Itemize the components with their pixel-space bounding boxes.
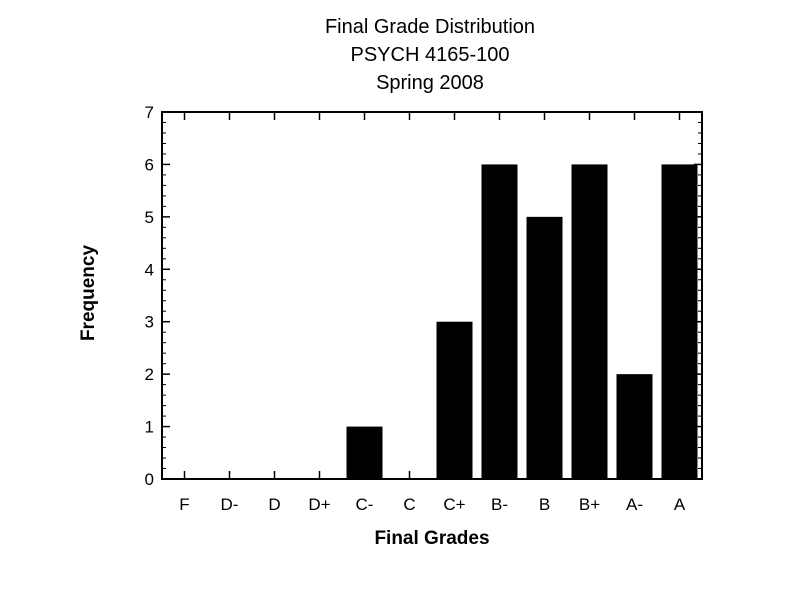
chart-title-line-2: PSYCH 4165-100 [350, 44, 510, 66]
y-tick-label: 0 [145, 470, 154, 489]
bar-cplus [436, 321, 473, 479]
y-tick-label: 6 [145, 155, 154, 174]
x-tick-label: C [403, 495, 415, 514]
bar-aminus [616, 374, 653, 479]
x-tick-label: D+ [308, 495, 330, 514]
bar-b [526, 216, 563, 479]
chart-title-line-3: Spring 2008 [376, 72, 484, 94]
y-tick-label: 4 [145, 260, 154, 279]
y-tick-label: 7 [145, 103, 154, 122]
plot-frame [161, 111, 703, 480]
x-tick-label: B+ [579, 495, 600, 514]
x-tick-label: C+ [443, 495, 465, 514]
bar-bminus [481, 164, 518, 479]
bar-bplus [571, 164, 608, 479]
x-tick-label: D [268, 495, 280, 514]
y-tick-label: 2 [145, 365, 154, 384]
y-tick-label: 1 [145, 418, 154, 437]
y-tick-label: 5 [145, 208, 154, 227]
bar-cminus [346, 426, 383, 479]
x-tick-label: B [539, 495, 550, 514]
bar-a [661, 164, 698, 479]
x-tick-label: B- [491, 495, 508, 514]
x-tick-label: A- [626, 495, 643, 514]
x-tick-label: A [674, 495, 686, 514]
x-axis-label: Final Grades [374, 528, 490, 549]
chart-title-line-1: Final Grade Distribution [324, 16, 536, 38]
x-tick-label: C- [356, 495, 374, 514]
x-tick-label: F [179, 495, 189, 514]
x-tick-label: D- [221, 495, 239, 514]
y-tick-label: 3 [145, 313, 154, 332]
